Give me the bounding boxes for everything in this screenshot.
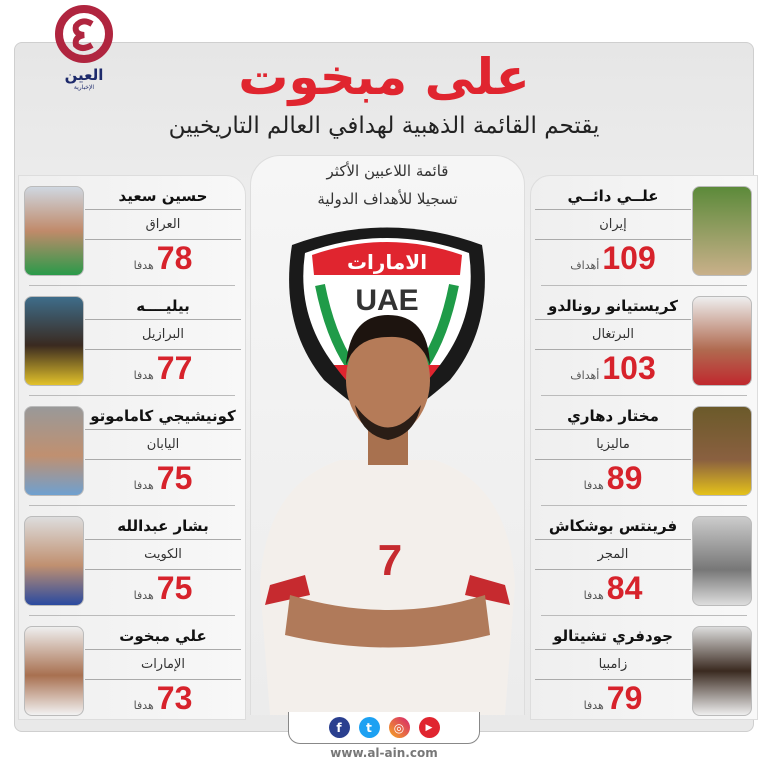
logo-subtext: الإخبارية	[73, 84, 95, 91]
goals-unit: هدفا	[583, 479, 604, 492]
shield-arabic-text: الامارات	[347, 250, 427, 274]
al-ain-logo: العين الإخبارية	[52, 4, 116, 94]
player-row: فرينتس بوشكاش المجر 84 هدفا	[531, 506, 757, 616]
player-photo	[692, 406, 752, 496]
right-player-column: علــي دائــي إيران 109 أهداف كريستيانو رونا…	[530, 175, 758, 720]
goals-unit: هدفا	[583, 699, 604, 712]
player-goals: 79	[606, 680, 643, 716]
goals-unit: هدفا	[133, 589, 154, 602]
player-row: علــي دائــي إيران 109 أهداف	[531, 176, 757, 286]
player-name: بشار عبدالله	[85, 512, 241, 540]
page-subtitle: يقتحم القائمة الذهبية لهدافي العالم التا…	[168, 113, 600, 139]
player-name: مختار دهاري	[535, 402, 691, 430]
goals-unit: أهداف	[570, 259, 600, 272]
player-name: علي مبخوت	[85, 622, 241, 650]
shirt-number: 7	[378, 536, 402, 585]
player-country: البرتغال	[535, 320, 691, 350]
player-row: كونيشيجي كاماموتو اليابان 75 هدفا	[19, 396, 245, 506]
player-goals: 103	[602, 350, 656, 386]
player-country: اليابان	[85, 430, 241, 460]
divider	[29, 395, 235, 396]
twitter-icon[interactable]: t	[358, 717, 380, 738]
website-url[interactable]: www.al-ain.com	[330, 746, 438, 760]
player-name: حسين سعيد	[85, 182, 241, 210]
goals-unit: هدفا	[133, 259, 154, 272]
player-name: جودفري تشيتالو	[535, 622, 691, 650]
divider	[541, 615, 747, 616]
facebook-icon[interactable]: f	[328, 717, 350, 738]
player-figure: 7	[260, 315, 515, 715]
logo-icon	[55, 5, 113, 63]
center-title-line2: تسجيلا للأهداف الدولية	[317, 190, 458, 208]
player-name: علــي دائــي	[535, 182, 691, 210]
player-name: كريستيانو رونالدو	[535, 292, 691, 320]
player-country: البرازيل	[85, 320, 241, 350]
center-title-line1: قائمة اللاعبين الأكثر	[326, 162, 449, 180]
player-goals: 89	[606, 460, 643, 496]
player-goals: 75	[156, 570, 193, 606]
player-row: جودفري تشيتالو زامبيا 79 هدفا	[531, 616, 757, 726]
goals-unit: هدفا	[583, 589, 604, 602]
player-photo	[692, 516, 752, 606]
player-name: بيليــــه	[85, 292, 241, 320]
left-player-column: حسين سعيد العراق 78 هدفا بيليــــه البرازيل 7…	[18, 175, 246, 720]
player-goals: 84	[606, 570, 643, 606]
player-country: العراق	[85, 210, 241, 240]
instagram-icon[interactable]: ◎	[388, 717, 410, 738]
player-photo	[24, 296, 84, 386]
goals-unit: أهداف	[570, 369, 600, 382]
divider	[541, 285, 747, 286]
divider	[541, 505, 747, 506]
player-photo	[692, 626, 752, 716]
player-photo	[24, 626, 84, 716]
player-country: الإمارات	[85, 650, 241, 680]
player-goals: 109	[602, 240, 656, 276]
goals-unit: هدفا	[133, 369, 154, 382]
player-photo	[692, 296, 752, 386]
player-row: كريستيانو رونالدو البرتغال 103 أهداف	[531, 286, 757, 396]
player-goals: 75	[156, 460, 193, 496]
player-row: بشار عبدالله الكويت 75 هدفا	[19, 506, 245, 616]
divider	[541, 395, 747, 396]
divider	[29, 505, 235, 506]
goals-unit: هدفا	[133, 479, 154, 492]
divider	[29, 285, 235, 286]
player-row: حسين سعيد العراق 78 هدفا	[19, 176, 245, 286]
youtube-icon[interactable]: ▶	[418, 717, 440, 738]
player-row: بيليــــه البرازيل 77 هدفا	[19, 286, 245, 396]
player-name: كونيشيجي كاماموتو	[85, 402, 241, 430]
logo-text: العين	[64, 66, 104, 84]
player-country: الكويت	[85, 540, 241, 570]
shield-uae-text: UAE	[355, 284, 418, 317]
page-title: على مبخوت	[238, 48, 530, 106]
player-photo	[24, 516, 84, 606]
player-row: علي مبخوت الإمارات 73 هدفا	[19, 616, 245, 726]
player-country: زامبيا	[535, 650, 691, 680]
player-country: ماليزيا	[535, 430, 691, 460]
divider	[29, 615, 235, 616]
player-photo	[24, 406, 84, 496]
player-goals: 77	[156, 350, 193, 386]
player-country: إيران	[535, 210, 691, 240]
player-photo	[24, 186, 84, 276]
social-links: f t ◎ ▶	[288, 712, 480, 744]
player-row: مختار دهاري ماليزيا 89 هدفا	[531, 396, 757, 506]
player-goals: 78	[156, 240, 193, 276]
player-photo	[692, 186, 752, 276]
player-goals: 73	[156, 680, 193, 716]
goals-unit: هدفا	[133, 699, 154, 712]
player-country: المجر	[535, 540, 691, 570]
player-name: فرينتس بوشكاش	[535, 512, 691, 540]
uae-player-illustration: الامارات UAE 7	[260, 227, 515, 715]
